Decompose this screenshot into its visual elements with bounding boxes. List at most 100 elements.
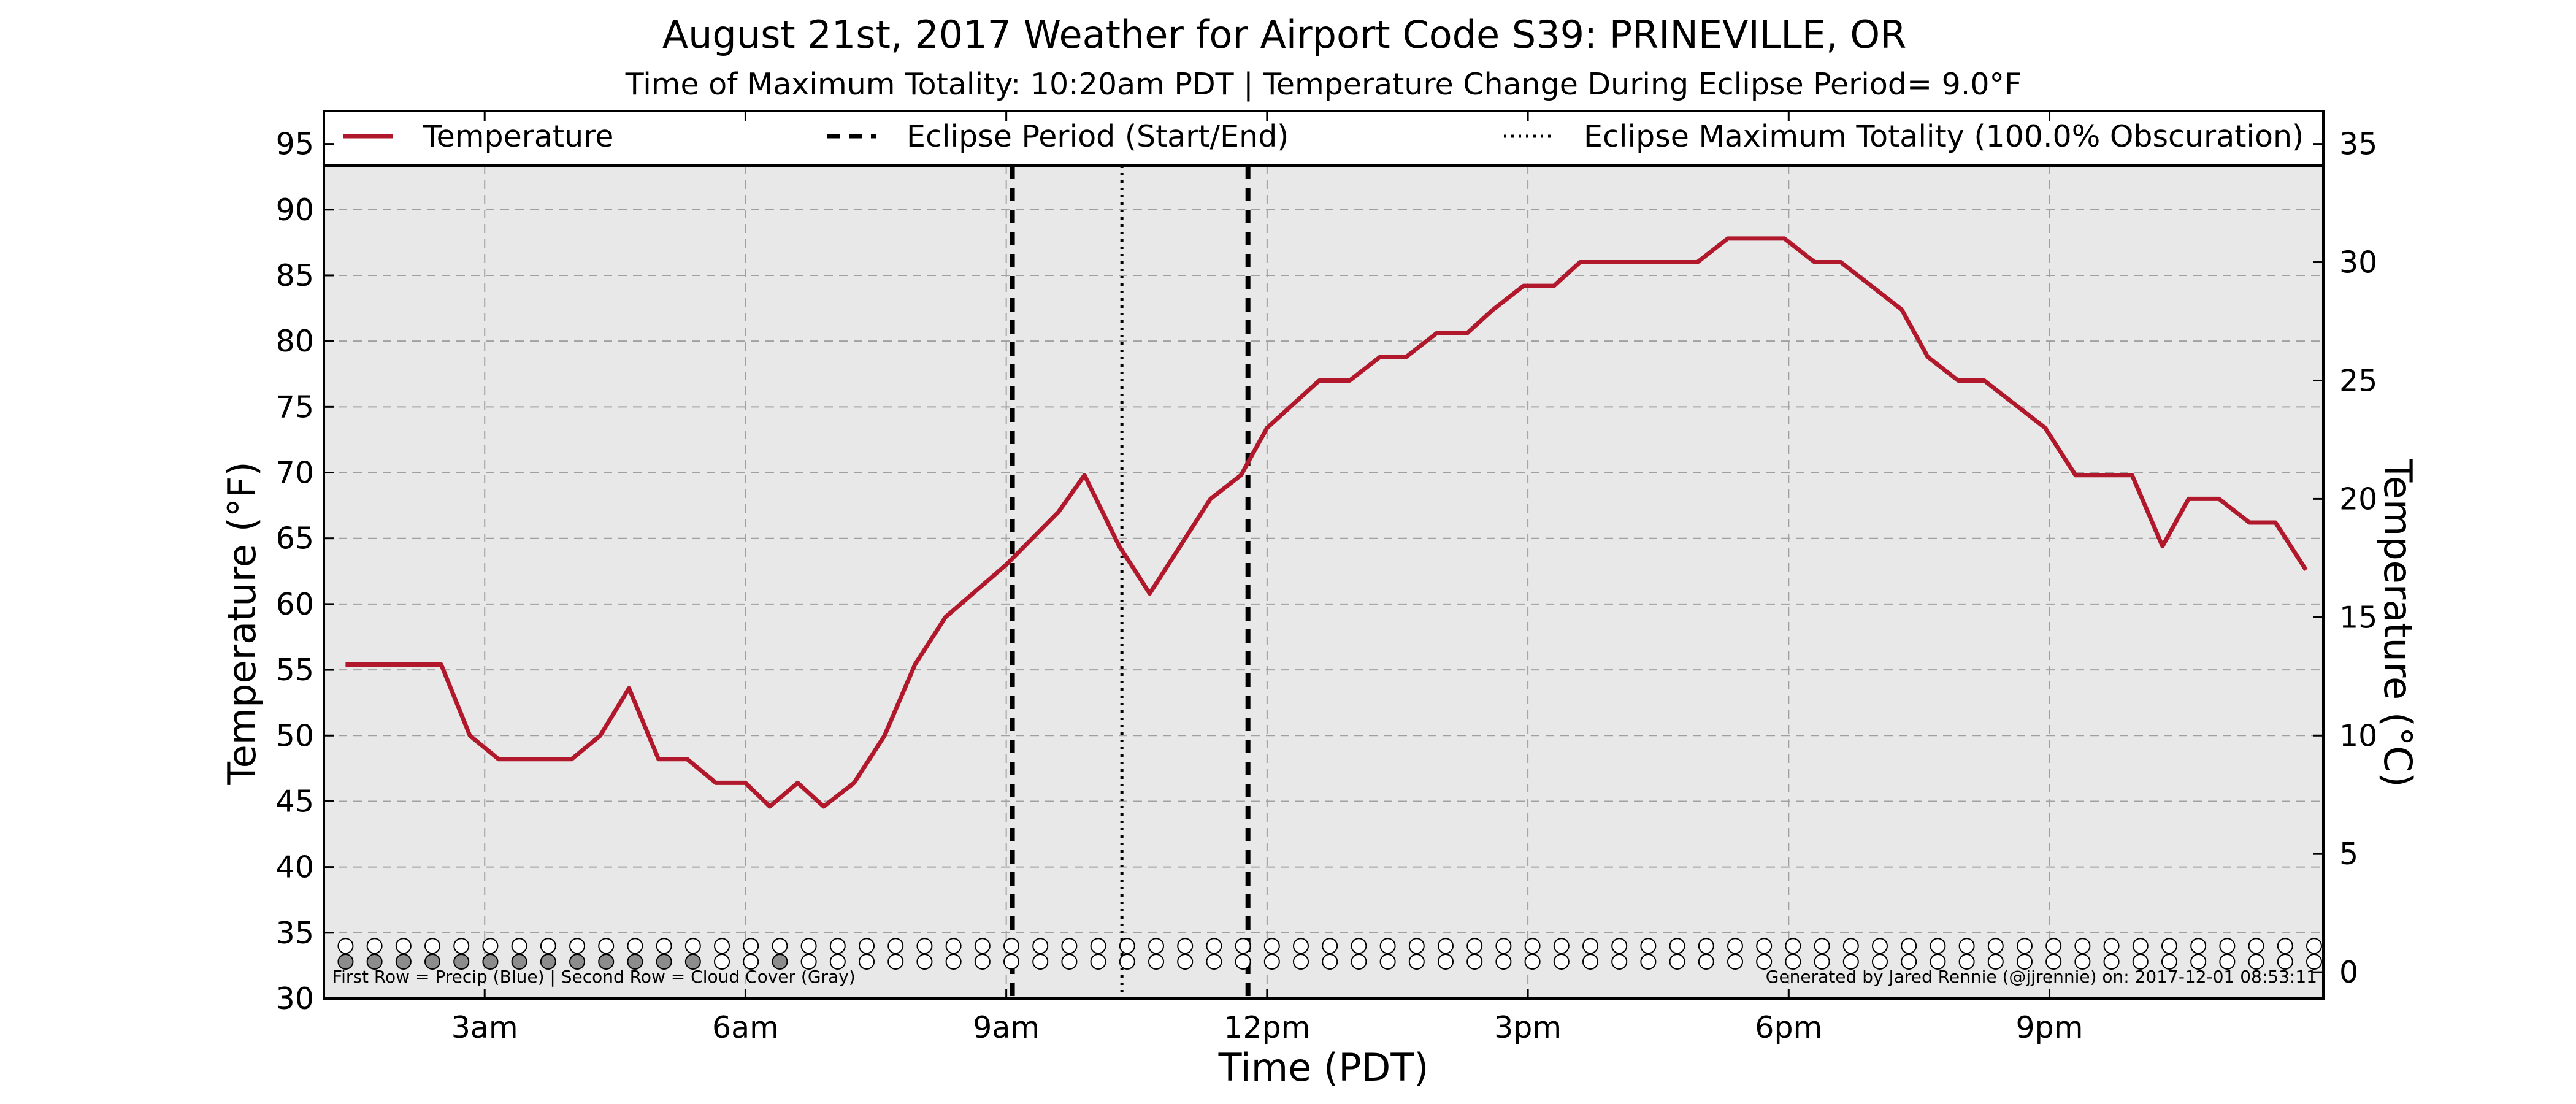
cloud-cover-marker [2103,953,2120,970]
y-tick-label: 45 [276,784,314,819]
cloud-cover-marker [1582,953,1598,970]
precip-marker [1814,938,1830,954]
cloud-cover-marker [1495,953,1512,970]
y-tick-label: 40 [276,850,314,885]
precip-marker [2161,938,2177,954]
precip-marker [482,938,499,954]
cloud-cover-marker [2161,953,2177,970]
precip-marker [684,938,701,954]
cloud-cover-marker [1958,953,1975,970]
y-axis-label-right: Temperature (°C) [2375,458,2420,787]
precip-marker [1177,938,1194,954]
precip-marker [1090,938,1106,954]
cloud-cover-marker [2016,953,2033,970]
precip-marker [656,938,672,954]
y-tick-label: 55 [276,653,314,688]
precip-marker [829,938,846,954]
cloud-cover-marker [540,953,556,970]
chart-subtitle: Time of Maximum Totality: 10:20am PDT | … [625,67,2022,102]
cloud-cover-marker [1235,953,1251,970]
precip-marker [887,938,904,954]
cloud-cover-marker [2219,953,2236,970]
x-tick-label: 9pm [2016,1010,2083,1045]
cloud-cover-marker [1263,953,1280,970]
precip-marker [2103,938,2120,954]
cloud-cover-marker [1408,953,1425,970]
cloud-cover-marker [482,953,499,970]
precip-marker [743,938,759,954]
cloud-cover-marker [1640,953,1657,970]
precip-marker [1611,938,1628,954]
precip-marker [1842,938,1859,954]
cloud-cover-marker [945,953,962,970]
precip-marker [1930,938,1946,954]
precip-marker [1871,938,1888,954]
cloud-cover-marker [1756,953,1773,970]
cloud-cover-marker [1177,953,1194,970]
x-tick-label: 9am [973,1010,1040,1045]
precip-marker [1379,938,1396,954]
precip-marker [1466,938,1483,954]
cloud-cover-marker [366,953,383,970]
precip-marker [1293,938,1309,954]
precip-marker [1785,938,1801,954]
y-tick-label: 35 [276,916,314,951]
legend-label: Temperature [423,119,613,154]
cloud-cover-marker [2045,953,2062,970]
cloud-cover-marker [800,953,817,970]
cloud-cover-marker [1727,953,1743,970]
precip-marker [395,938,412,954]
x-tick-label: 3pm [1494,1010,1562,1045]
cloud-cover-marker [859,953,875,970]
cloud-cover-marker [772,953,788,970]
precip-marker [1061,938,1078,954]
precip-cloud-caption: First Row = Precip (Blue) | Second Row =… [332,967,856,987]
cloud-cover-marker [2132,953,2149,970]
precip-marker [916,938,933,954]
precip-marker [2132,938,2149,954]
y-tick-label-right: 10 [2339,718,2377,753]
cloud-cover-marker [1669,953,1685,970]
precip-marker [424,938,441,954]
x-tick-label: 6pm [1755,1010,1822,1045]
precip-marker [1263,938,1280,954]
y-tick-label-right: 5 [2339,837,2358,872]
precip-marker [714,938,730,954]
precip-marker [2248,938,2264,954]
precip-marker [1640,938,1657,954]
precip-marker [1553,938,1570,954]
cloud-cover-marker [743,953,759,970]
y-tick-label: 50 [276,718,314,753]
precip-marker [540,938,556,954]
y-tick-label: 30 [276,981,314,1016]
precip-marker [2306,938,2322,954]
precip-marker [337,938,354,954]
precip-marker [1987,938,2004,954]
cloud-cover-marker [1698,953,1714,970]
cloud-cover-marker [1785,953,1801,970]
cloud-cover-marker [1871,953,1888,970]
precip-marker [945,938,962,954]
cloud-cover-marker [1814,953,1830,970]
precip-marker [1524,938,1541,954]
y-tick-label: 90 [276,193,314,228]
precip-marker [2045,938,2062,954]
y-tick-label-right: 35 [2339,127,2377,162]
precip-marker [1582,938,1598,954]
cloud-cover-marker [1148,953,1165,970]
precip-marker [1958,938,1975,954]
y-tick-label: 65 [276,521,314,556]
cloud-cover-marker [1438,953,1454,970]
cloud-cover-marker [395,953,412,970]
cloud-cover-marker [974,953,991,970]
cloud-cover-marker [1293,953,1309,970]
cloud-cover-marker [1524,953,1541,970]
cloud-cover-marker [656,953,672,970]
precip-marker [1206,938,1222,954]
cloud-cover-marker [511,953,527,970]
cloud-cover-marker [2248,953,2264,970]
precip-marker [1119,938,1135,954]
plot-background [324,111,2323,999]
precip-marker [1408,938,1425,954]
